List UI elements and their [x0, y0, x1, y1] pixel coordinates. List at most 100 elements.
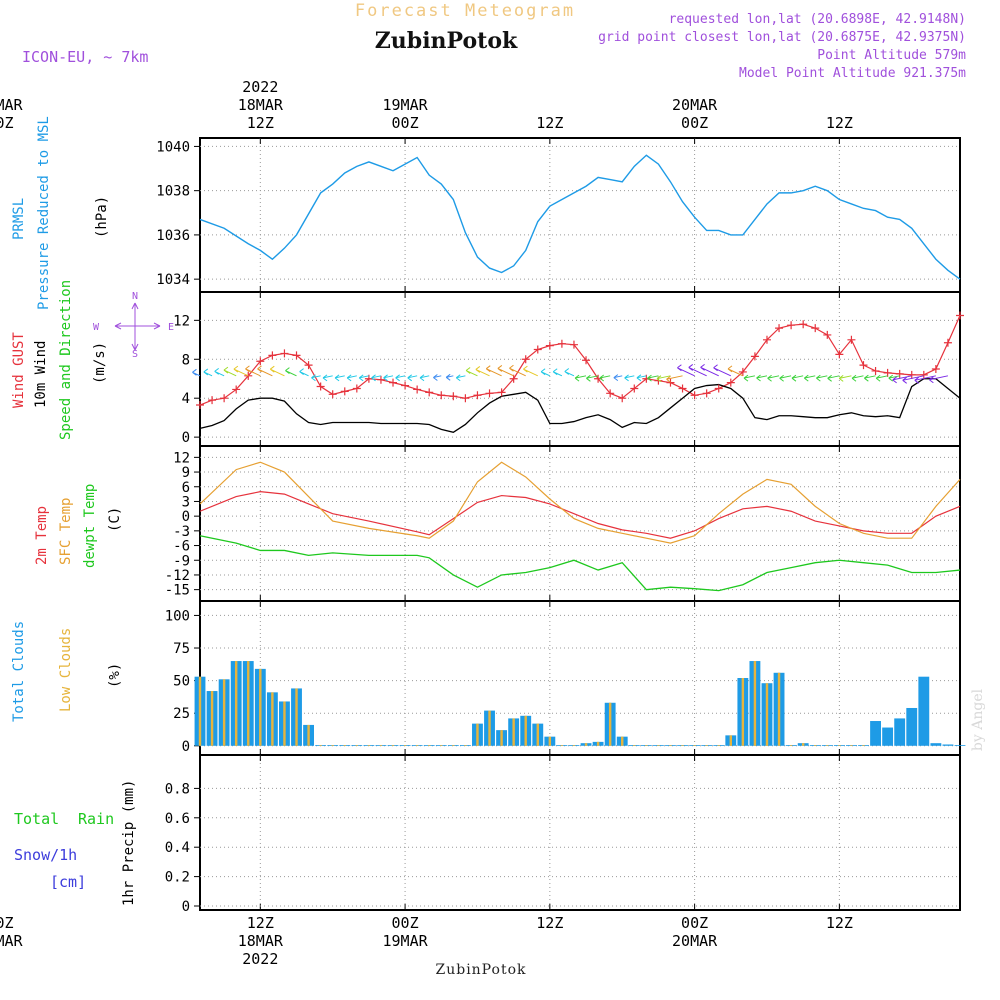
- t2m-label: 2m Temp: [34, 506, 50, 565]
- wind-unit-label: (m/s): [92, 342, 108, 384]
- wind-dir-arrow: [743, 374, 756, 382]
- gust-marker: [787, 321, 796, 330]
- watermark: by Angel: [970, 688, 986, 751]
- wind-dir-arrow: [285, 367, 297, 377]
- top-time-label: 12Z: [536, 114, 563, 132]
- total-cloud-bar: [894, 718, 906, 746]
- wind-dir-arrow: [485, 365, 502, 377]
- gust-marker: [425, 388, 434, 397]
- dewpt-line: [199, 535, 961, 592]
- wind-dir-arrow: [233, 365, 249, 377]
- top-date-label: 19MAR: [383, 96, 429, 114]
- gust-marker: [328, 390, 337, 399]
- gust-marker: [340, 387, 349, 396]
- wind10m-label: 10m Wind: [33, 341, 49, 408]
- low-cloud-bar: [307, 724, 310, 746]
- gust-marker: [292, 351, 301, 360]
- wind-dir-arrow: [455, 374, 466, 382]
- wind-dir-arrow: [700, 363, 719, 377]
- gust-marker: [280, 349, 289, 358]
- wind-dir-arrow: [445, 373, 454, 381]
- ytick-label: 1036: [156, 228, 190, 244]
- wind-dir-arrow: [827, 374, 840, 382]
- wind-dir-arrow: [334, 374, 345, 382]
- wind-dir-arrow: [358, 374, 369, 382]
- cloud-labels: Total Clouds Low Clouds (%): [11, 621, 123, 722]
- compass-n: N: [132, 291, 138, 302]
- wind-dir-arrow: [677, 364, 695, 377]
- low-cloud-bar: [850, 745, 853, 746]
- bottom-time-label: 00Z: [0, 914, 14, 932]
- ytick-label: 8: [182, 352, 190, 368]
- wind-dir-arrow: [509, 364, 526, 377]
- gust-marker: [859, 361, 868, 370]
- ytick-label: 9: [182, 465, 190, 481]
- gust-marker: [473, 391, 482, 400]
- wind-dir-arrow: [779, 374, 792, 382]
- station-name: ZubinPotok: [375, 28, 518, 54]
- gust-label: Wind GUST: [11, 332, 27, 408]
- wind-dir-arrow: [875, 374, 888, 382]
- dewpt-label: dewpt Temp: [82, 484, 98, 568]
- temp-labels: 2m Temp SFC Temp dewpt Temp (C): [34, 484, 123, 568]
- wind-dir-arrow: [299, 368, 309, 377]
- total-cloud-bar: [882, 727, 894, 746]
- wind-dir-arrow: [564, 368, 575, 377]
- gust-marker: [956, 311, 964, 320]
- ytick-label: -3: [173, 524, 190, 540]
- wind-dir-arrow: [523, 365, 538, 377]
- low-cloud-bar: [801, 743, 805, 746]
- top-year-label: 2022: [242, 78, 278, 96]
- gust-marker: [232, 385, 241, 394]
- low-cloud-bar: [596, 741, 600, 746]
- tsfc-label: SFC Temp: [58, 498, 74, 565]
- panel-frame: [199, 445, 961, 602]
- wind-dir-arrow: [816, 374, 828, 382]
- wind-dir-arrow: [656, 375, 671, 383]
- rain-label: Rain: [78, 810, 114, 828]
- gust-marker: [738, 367, 747, 376]
- footer-station: ZubinPotok: [435, 962, 526, 978]
- wind-dir-arrow: [902, 375, 924, 384]
- wind-dir-arrow: [433, 374, 442, 381]
- wind-dir-arrow: [269, 365, 285, 377]
- gust-marker: [521, 355, 530, 364]
- cloud-unit-label: (%): [107, 663, 123, 688]
- gust-marker: [762, 335, 771, 344]
- gust-marker: [304, 361, 313, 370]
- low-cloud-bar: [633, 745, 636, 746]
- total-cloud-bar: [918, 676, 930, 746]
- gust-line: [199, 315, 961, 406]
- gust-marker: [352, 384, 361, 393]
- gust-marker: [943, 338, 952, 347]
- wind-dir-arrow: [586, 374, 599, 382]
- gust-marker: [437, 391, 446, 400]
- pressure-labels: PRMSL Pressure Reduced to MSL (hPa): [11, 116, 110, 310]
- low-cloud-bar: [789, 745, 793, 746]
- gust-marker: [871, 366, 880, 375]
- low-cloud-bar: [440, 745, 443, 746]
- wind-dir-arrow: [599, 374, 611, 382]
- wind-dir-arrow: [257, 365, 273, 377]
- wind-dir-arrow: [666, 375, 683, 383]
- low-cloud-bar: [777, 672, 781, 746]
- top-time-label: 12Z: [247, 114, 274, 132]
- ytick-label: 25: [173, 706, 190, 722]
- total-cloud-bar: [942, 744, 954, 746]
- wind-dir-arrow: [791, 374, 804, 382]
- top-date-label: 21MAR: [0, 96, 24, 114]
- wind-dir-arrow: [892, 375, 912, 384]
- pressure-desc-label: Pressure Reduced to MSL: [36, 116, 52, 310]
- wind-dir-arrow: [636, 374, 647, 382]
- gust-marker: [883, 368, 892, 377]
- total-cloud-label: Total Clouds: [11, 621, 27, 722]
- panel-frame: [199, 137, 961, 293]
- low-cloud-bar: [717, 745, 720, 746]
- wind-dir-arrow: [223, 366, 237, 377]
- ytick-label: -15: [165, 583, 190, 599]
- gust-marker: [413, 385, 422, 394]
- ytick-label: 3: [182, 494, 190, 510]
- total-cloud-bar: [870, 721, 881, 746]
- wind-dir-arrow: [574, 374, 587, 382]
- bottom-date-label: 20MAR: [672, 932, 718, 950]
